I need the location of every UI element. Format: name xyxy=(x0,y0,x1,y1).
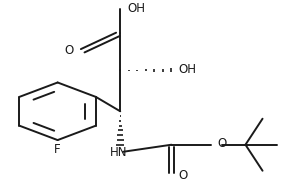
Text: OH: OH xyxy=(178,63,196,76)
Text: HN: HN xyxy=(110,146,128,159)
Text: O: O xyxy=(217,137,226,150)
Text: OH: OH xyxy=(127,2,145,15)
Text: F: F xyxy=(54,143,61,156)
Text: O: O xyxy=(178,169,188,182)
Text: O: O xyxy=(64,44,73,57)
